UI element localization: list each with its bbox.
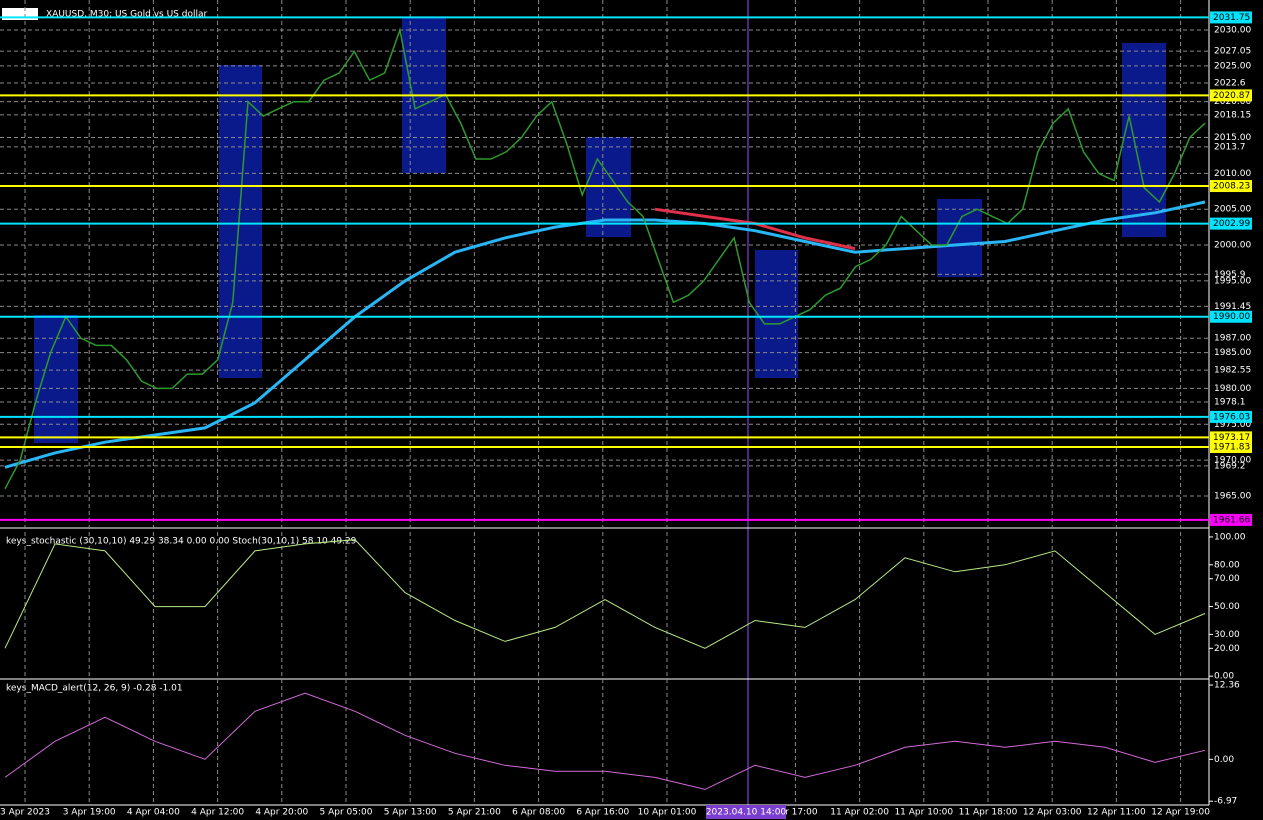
window-title: XAUUSD, M30: US Gold vs US dollar: [46, 10, 207, 20]
time-label: 5 Apr 05:00: [320, 808, 373, 818]
price-tick-label: 1982.55: [1214, 366, 1251, 376]
time-label: 12 Apr 11:00: [1087, 808, 1146, 818]
zone: [1122, 43, 1166, 237]
level-label-box: [1210, 431, 1252, 444]
price-tick-label: 1985.00: [1214, 348, 1251, 358]
stochastic-line: [4, 539, 1206, 649]
macd-label: keys_MACD_alert(12, 26, 9) -0.28 -1.01: [6, 684, 183, 694]
time-label: 6 Apr 08:00: [512, 808, 565, 818]
level-label-box: [1210, 180, 1252, 193]
price-tick-label: 2022.6: [1214, 79, 1246, 89]
level-label-box: [1210, 310, 1252, 323]
macd-line: [4, 692, 1206, 790]
zone: [755, 250, 798, 378]
price-tick-label: 0.00: [1214, 755, 1234, 765]
price-tick-label: 2013.7: [1214, 142, 1246, 152]
price-tick-label: 2000.00: [1214, 241, 1251, 251]
time-label: Apr 17:00: [773, 808, 818, 818]
price-tick-label: 1995.00: [1214, 276, 1251, 286]
time-label: 5 Apr 21:00: [448, 808, 501, 818]
level-label: 2020.87: [1213, 91, 1250, 101]
price-tick-label: 2015.00: [1214, 133, 1251, 143]
price-tick-label: 1970.00: [1214, 456, 1251, 466]
level-label-box: [1210, 11, 1252, 24]
price-tick-label: 2025.00: [1214, 61, 1251, 71]
price-tick-label: 2027.05: [1214, 47, 1251, 57]
crosshair-time: 2023.04.10 14:00: [706, 808, 787, 818]
stoch-label: keys_stochastic (30,10,10) 49.29 38.34 0…: [6, 537, 357, 547]
level-label-box: [1210, 410, 1252, 423]
price-tick-label: 50.00: [1214, 602, 1240, 612]
time-label: 12 Apr 03:00: [1023, 808, 1082, 818]
price-tick-label: 12.36: [1214, 681, 1240, 691]
price-tick-label: 2010.00: [1214, 169, 1251, 179]
price-tick-label: 70.00: [1214, 574, 1240, 584]
level-label: 1961.66: [1213, 515, 1250, 525]
price-tick-label: 1987.00: [1214, 334, 1251, 344]
moving-average: [4, 200, 1206, 469]
level-label: 2002.99: [1213, 219, 1250, 229]
level-label: 1973.17: [1213, 433, 1250, 443]
time-label: 3 Apr 2023: [0, 808, 50, 818]
price-tick-label: 1991.45: [1214, 302, 1251, 312]
level-label-box: [1210, 89, 1252, 102]
price-tick-label: -6.97: [1214, 797, 1237, 807]
time-label: 10 Apr 01:00: [638, 808, 697, 818]
price-line: [4, 27, 1206, 490]
price-tick-label: 80.00: [1214, 560, 1240, 570]
price-tick-label: 1965.00: [1214, 491, 1251, 501]
price-tick-label: 1969.2: [1214, 461, 1246, 471]
price-tick-label: 30.00: [1214, 630, 1240, 640]
level-label-box: [1210, 440, 1252, 453]
time-label: 11 Apr 18:00: [959, 808, 1018, 818]
level-label-box: [1210, 513, 1252, 526]
price-tick-label: 2030.00: [1214, 25, 1251, 35]
price-tick-label: 2020.00: [1214, 97, 1251, 107]
time-label: 4 Apr 20:00: [255, 808, 308, 818]
time-label: 4 Apr 04:00: [127, 808, 180, 818]
price-tick-label: 1995.9: [1214, 270, 1246, 280]
price-tick-label: 20.00: [1214, 644, 1240, 654]
time-label: 11 Apr 02:00: [830, 808, 889, 818]
level-label: 1971.83: [1213, 442, 1250, 452]
level-label-box: [1210, 217, 1252, 230]
level-label: 2031.75: [1213, 13, 1250, 23]
crosshair-time-box: [706, 805, 786, 819]
time-label: 3 Apr 19:00: [63, 808, 116, 818]
price-tick-label: 1978.1: [1214, 398, 1246, 408]
price-tick-label: 1975.00: [1214, 420, 1251, 430]
zone: [937, 199, 982, 277]
time-label: 12 Apr 19:00: [1151, 808, 1210, 818]
level-label: 1990.00: [1213, 312, 1250, 322]
price-tick-label: 100.00: [1214, 532, 1246, 542]
level-label: 2008.23: [1213, 182, 1250, 192]
price-tick-label: 1980.00: [1214, 384, 1251, 394]
price-tick-label: 2005.00: [1214, 205, 1251, 215]
time-label: 5 Apr 13:00: [384, 808, 437, 818]
time-label: 4 Apr 12:00: [191, 808, 244, 818]
price-tick-label: 2018.15: [1214, 110, 1251, 120]
time-label: 6 Apr 16:00: [576, 808, 629, 818]
level-label: 1976.03: [1213, 412, 1250, 422]
time-label: 11 Apr 10:00: [894, 808, 953, 818]
zone: [34, 315, 78, 443]
price-tick-label: 0.00: [1214, 672, 1234, 682]
